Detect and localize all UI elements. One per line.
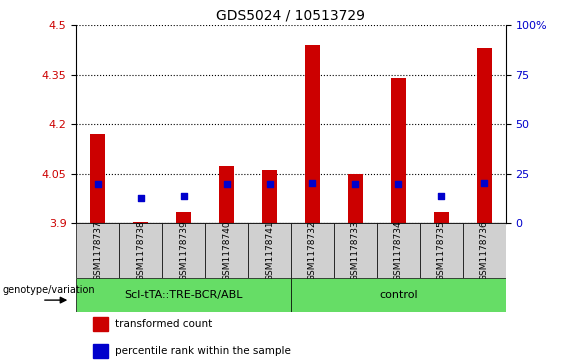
Text: GSM1178732: GSM1178732 bbox=[308, 220, 317, 281]
Bar bbox=[90, 134, 105, 223]
Text: GSM1178741: GSM1178741 bbox=[265, 220, 274, 281]
Bar bbox=[133, 221, 148, 223]
FancyBboxPatch shape bbox=[119, 223, 162, 278]
Bar bbox=[391, 78, 406, 223]
Title: GDS5024 / 10513729: GDS5024 / 10513729 bbox=[216, 9, 366, 23]
FancyBboxPatch shape bbox=[377, 223, 420, 278]
Text: transformed count: transformed count bbox=[115, 319, 212, 329]
Bar bbox=[93, 344, 108, 358]
Point bbox=[308, 180, 317, 186]
FancyBboxPatch shape bbox=[291, 223, 334, 278]
Point bbox=[222, 182, 231, 187]
Bar bbox=[348, 174, 363, 223]
Point bbox=[136, 195, 145, 200]
FancyBboxPatch shape bbox=[334, 223, 377, 278]
Text: GSM1178735: GSM1178735 bbox=[437, 220, 446, 281]
Text: percentile rank within the sample: percentile rank within the sample bbox=[115, 346, 291, 356]
FancyBboxPatch shape bbox=[205, 223, 248, 278]
FancyBboxPatch shape bbox=[463, 223, 506, 278]
Bar bbox=[219, 166, 234, 223]
FancyBboxPatch shape bbox=[76, 278, 291, 312]
Point bbox=[394, 182, 403, 187]
Text: GSM1178736: GSM1178736 bbox=[480, 220, 489, 281]
Text: GSM1178733: GSM1178733 bbox=[351, 220, 360, 281]
FancyBboxPatch shape bbox=[76, 223, 119, 278]
Text: GSM1178740: GSM1178740 bbox=[222, 220, 231, 281]
Point bbox=[93, 182, 102, 187]
Bar bbox=[477, 49, 492, 223]
Bar bbox=[93, 317, 108, 331]
Bar bbox=[262, 171, 277, 223]
FancyBboxPatch shape bbox=[420, 223, 463, 278]
Text: GSM1178738: GSM1178738 bbox=[136, 220, 145, 281]
Point bbox=[351, 182, 360, 187]
Point bbox=[480, 180, 489, 186]
FancyBboxPatch shape bbox=[162, 223, 205, 278]
Bar bbox=[305, 45, 320, 223]
Point bbox=[437, 193, 446, 199]
Text: GSM1178739: GSM1178739 bbox=[179, 220, 188, 281]
Text: Scl-tTA::TRE-BCR/ABL: Scl-tTA::TRE-BCR/ABL bbox=[124, 290, 243, 300]
Bar bbox=[434, 212, 449, 223]
Bar bbox=[176, 212, 191, 223]
FancyBboxPatch shape bbox=[248, 223, 291, 278]
Point bbox=[179, 193, 188, 199]
Text: control: control bbox=[379, 290, 418, 300]
Point bbox=[265, 182, 274, 187]
Text: GSM1178734: GSM1178734 bbox=[394, 220, 403, 281]
FancyBboxPatch shape bbox=[291, 278, 506, 312]
Text: genotype/variation: genotype/variation bbox=[2, 285, 95, 295]
Text: GSM1178737: GSM1178737 bbox=[93, 220, 102, 281]
